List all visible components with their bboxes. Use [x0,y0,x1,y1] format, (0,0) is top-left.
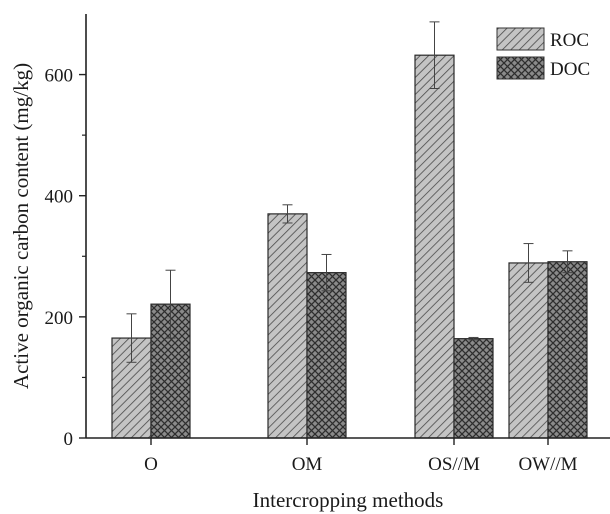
error-bar-roc-1 [282,204,293,224]
error-bar-doc-3 [562,250,573,274]
error-bar-roc-0 [126,313,137,363]
y-ticks: 0 200 400 600 [45,66,86,450]
bar-roc-2 [414,54,455,439]
legend-swatch-doc [496,56,545,80]
bar-doc-1 [306,272,347,439]
legend: ROC DOC [496,27,590,80]
legend-label-roc: ROC [550,30,589,51]
error-bar-doc-2 [468,336,479,341]
y-tick-label: 600 [45,66,74,87]
x-ticks: O OM OS//M OW//M [144,438,578,475]
bars-layer [111,54,588,439]
x-tick-label: OM [292,454,323,475]
error-bar-doc-1 [321,253,332,292]
x-axis-title: Intercropping methods [253,488,444,512]
error-bar-roc-3 [523,243,534,283]
bar-roc-3 [508,262,549,439]
bar-roc-1 [267,213,308,439]
y-axis-title: Active organic carbon content (mg/kg) [9,63,33,389]
error-bar-roc-2 [429,21,440,90]
bar-doc-3 [547,261,588,439]
y-tick-label: 0 [64,429,74,450]
x-tick-label: O [144,454,158,475]
legend-label-doc: DOC [550,59,590,80]
error-bars-layer [126,21,573,363]
y-tick-label: 400 [45,187,74,208]
x-tick-label: OS//M [428,454,480,475]
legend-swatch-roc [496,27,545,51]
x-tick-label: OW//M [518,454,577,475]
bar-doc-2 [453,338,494,439]
y-tick-label: 200 [45,308,74,329]
error-bar-doc-0 [165,269,176,339]
